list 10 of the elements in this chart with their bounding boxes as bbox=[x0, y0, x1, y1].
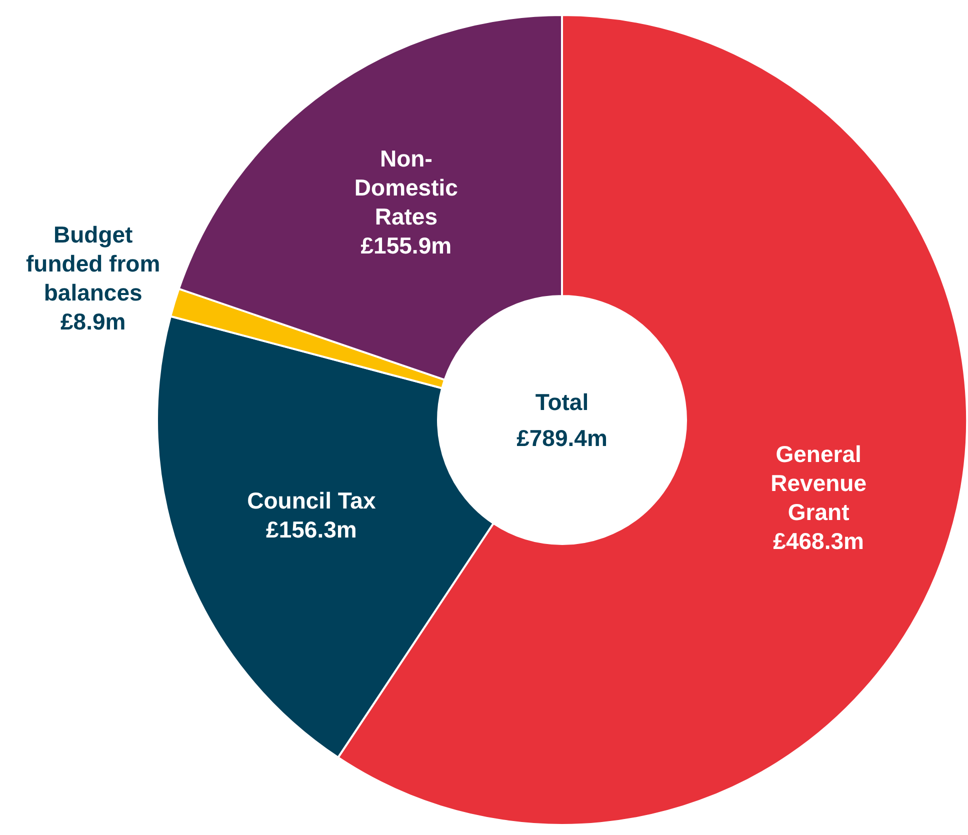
text: Total bbox=[535, 389, 589, 416]
slice-label: Council Tax bbox=[247, 488, 376, 514]
slice-label: General Revenue Grant bbox=[770, 440, 867, 525]
text: £789.4m bbox=[516, 425, 608, 452]
slice-label: Budget funded from balances bbox=[26, 221, 160, 306]
data-label: £156.3m bbox=[266, 516, 357, 543]
data-label: £8.9m bbox=[60, 308, 126, 334]
slice-label: Non-Domestic Rates bbox=[354, 146, 458, 230]
data-label: £468.3m bbox=[773, 528, 864, 554]
data-label: £155.9m bbox=[360, 232, 452, 258]
